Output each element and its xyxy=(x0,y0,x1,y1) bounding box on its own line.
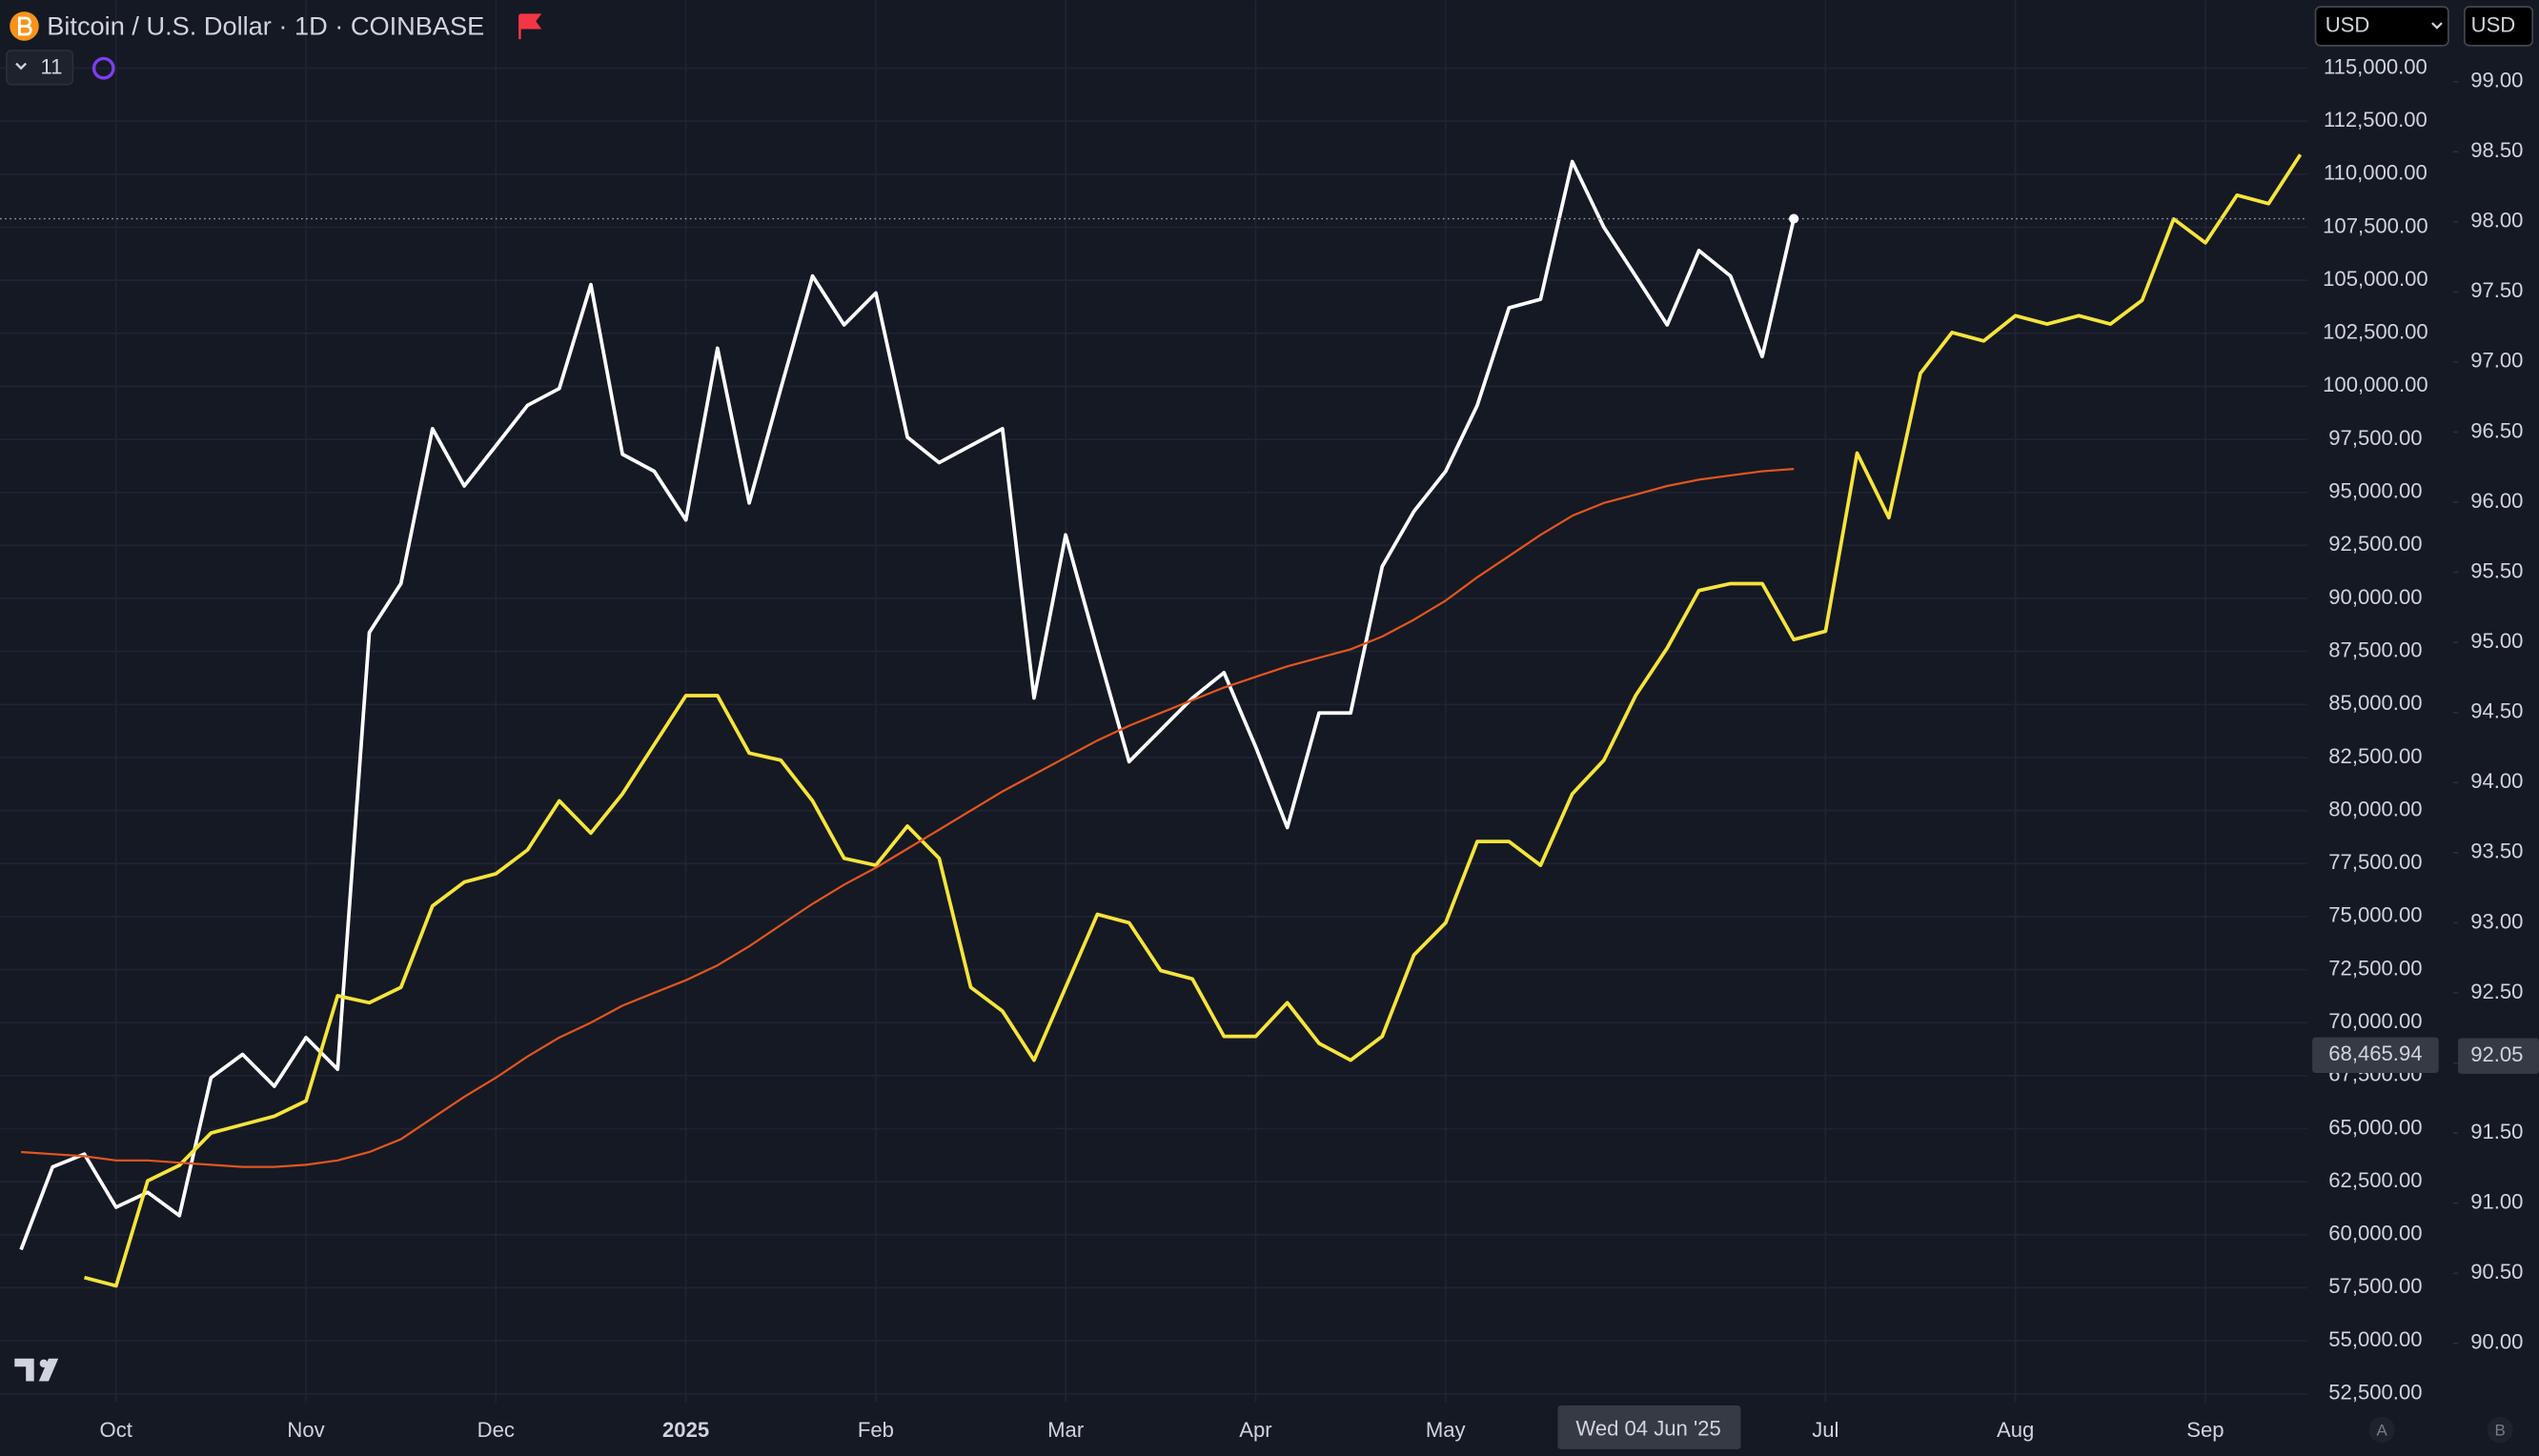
y2-tick-label: 96.00 xyxy=(2470,489,2523,513)
x-tick-label: Dec xyxy=(477,1418,515,1442)
axis-button[interactable] xyxy=(2487,1416,2513,1444)
x-tick-label: Aug xyxy=(1997,1418,2034,1442)
crosshair-y2-label: 92.05 xyxy=(2470,1042,2523,1066)
x-tick-label: Jul xyxy=(1812,1418,1838,1442)
y-tick-label: 102,500.00 xyxy=(2323,320,2428,344)
plot xyxy=(0,153,2308,1288)
axis-button[interactable] xyxy=(2368,1416,2395,1444)
chevron xyxy=(15,62,28,71)
y2-tick-label: 91.50 xyxy=(2470,1120,2523,1143)
indicator-toggle[interactable] xyxy=(5,50,74,86)
x-tick-label: Sep xyxy=(2186,1418,2224,1442)
x-tick-label: Nov xyxy=(287,1418,324,1442)
flag-icon xyxy=(518,13,542,40)
y-tick-label: 95,000.00 xyxy=(2328,479,2422,503)
y2-tick-label: 90.00 xyxy=(2470,1330,2523,1354)
tv-logo-dot xyxy=(39,1359,49,1368)
axes: 52,500.00 55,000.00 57,500.00 60,000.00 62,5… xyxy=(100,54,2539,1442)
y2-tick-label: 93.00 xyxy=(2470,909,2523,933)
y2-tick-label: 99.00 xyxy=(2470,68,2523,91)
currency-select-label: USD xyxy=(2326,12,2370,36)
chart-title: Bitcoin / U.S. Dollar · 1D · COINBASE xyxy=(47,10,484,40)
y2-tick-label: 97.50 xyxy=(2470,278,2523,302)
y2-tick-label: 98.00 xyxy=(2470,209,2523,233)
y2-tick-label: 90.50 xyxy=(2470,1260,2523,1284)
x-tick-label: Oct xyxy=(100,1418,132,1442)
y-tick-label: 115,000.00 xyxy=(2324,54,2427,78)
y-tick-label: 82,500.00 xyxy=(2328,744,2422,768)
y2-tick-label: 94.50 xyxy=(2470,699,2523,723)
currency-select[interactable] xyxy=(2463,6,2534,47)
y2-tick-label: 96.50 xyxy=(2470,418,2523,442)
crosshair-date: Wed 04 Jun '25 xyxy=(1575,1416,1720,1440)
y2-tick-label: 93.50 xyxy=(2470,839,2523,863)
y2-tick-label: 92.50 xyxy=(2470,980,2523,1003)
y-tick-label: 62,500.00 xyxy=(2328,1168,2422,1192)
y-tick-label: 97,500.00 xyxy=(2328,426,2422,450)
axis-button-label: A xyxy=(2377,1422,2388,1440)
y2-tick-label: 97.00 xyxy=(2470,349,2523,373)
y-tick-label: 110,000.00 xyxy=(2324,161,2427,185)
y2-tick-label: 94.00 xyxy=(2470,769,2523,793)
x-tick-label: May xyxy=(1426,1418,1466,1442)
y-tick-label: 90,000.00 xyxy=(2328,585,2422,609)
y-tick-label: 77,500.00 xyxy=(2328,850,2422,874)
y-tick-label: 107,500.00 xyxy=(2323,213,2428,237)
indicator-count: 11 xyxy=(40,54,62,78)
y-tick-label: 92,500.00 xyxy=(2328,532,2422,556)
y-tick-label: 55,000.00 xyxy=(2328,1327,2422,1351)
y-tick-label: 75,000.00 xyxy=(2328,903,2422,927)
crosshair-y-tag xyxy=(2312,1037,2439,1074)
last-point xyxy=(1789,213,1799,224)
y-tick-label: 100,000.00 xyxy=(2323,373,2428,396)
sync-icon[interactable] xyxy=(91,56,115,80)
series-line xyxy=(21,468,1795,1168)
y-tick-label: 80,000.00 xyxy=(2328,797,2422,820)
series-line xyxy=(84,153,2303,1288)
y2-tick-label: 95.50 xyxy=(2470,558,2523,582)
crosshair-y-label: 68,465.94 xyxy=(2328,1041,2422,1065)
grid xyxy=(0,0,2308,1403)
y2-tick-label: 95.00 xyxy=(2470,629,2523,653)
currency-select[interactable] xyxy=(2314,6,2449,47)
y-tick-label: 65,000.00 xyxy=(2328,1115,2422,1139)
y-tick-label: 60,000.00 xyxy=(2328,1222,2422,1245)
y2-tick-label: 91.00 xyxy=(2470,1190,2523,1214)
x-tick-label: 2025 xyxy=(662,1418,709,1442)
y-tick-label: 112,500.00 xyxy=(2324,108,2427,131)
y-tick-label: 85,000.00 xyxy=(2328,691,2422,715)
y-tick-label: 52,500.00 xyxy=(2328,1381,2422,1405)
x-tick-label: Apr xyxy=(1239,1418,1271,1442)
chevron xyxy=(2431,22,2443,30)
y-tick-label: 105,000.00 xyxy=(2323,267,2428,291)
y-tick-label: 87,500.00 xyxy=(2328,637,2422,661)
series-line xyxy=(19,159,1796,1251)
crosshair-date-box xyxy=(1557,1405,1741,1449)
currency-select-label: USD xyxy=(2471,12,2516,36)
y-tick-label: 72,500.00 xyxy=(2328,956,2422,980)
y2-tick-label: 98.50 xyxy=(2470,138,2523,162)
y-tick-label: 57,500.00 xyxy=(2328,1274,2422,1298)
x-tick-label: Feb xyxy=(858,1418,894,1442)
crosshair-y2-tag xyxy=(2458,1038,2539,1074)
axis-button-label: B xyxy=(2495,1422,2506,1440)
x-tick-label: Mar xyxy=(1047,1418,1084,1442)
y-tick-label: 70,000.00 xyxy=(2328,1009,2422,1033)
coin-glyph xyxy=(18,16,32,36)
